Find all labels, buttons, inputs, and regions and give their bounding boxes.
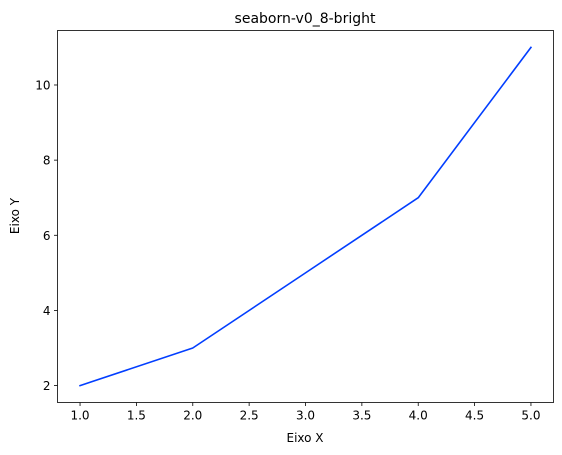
x-tick-label: 1.5 [127,409,146,423]
x-tick-label: 3.0 [296,409,315,423]
y-tick-label: 8 [43,154,51,168]
x-tick-label: 5.0 [521,409,540,423]
chart-title: seaborn-v0_8-bright [235,11,376,27]
x-axis-label: Eixo X [286,431,323,445]
x-tick-label: 1.0 [70,409,89,423]
axes-frame [57,30,554,403]
y-tick-label: 6 [43,229,51,243]
y-axis-ticks: 2 4 6 8 10 [35,78,58,393]
x-tick-label: 4.5 [465,409,484,423]
y-tick-label: 10 [35,78,50,92]
y-tick-label: 2 [43,379,51,393]
y-axis-label: Eixo Y [8,197,22,234]
y-tick-label: 4 [43,304,51,318]
series-line [79,46,533,387]
x-axis-ticks: 1.0 1.5 2.0 2.5 3.0 3.5 4.0 4.5 5.0 [70,402,541,423]
x-tick-label: 3.5 [352,409,371,423]
plot-area [79,46,533,387]
x-tick-label: 4.0 [409,409,428,423]
x-tick-label: 2.5 [240,409,259,423]
x-tick-label: 2.0 [183,409,202,423]
